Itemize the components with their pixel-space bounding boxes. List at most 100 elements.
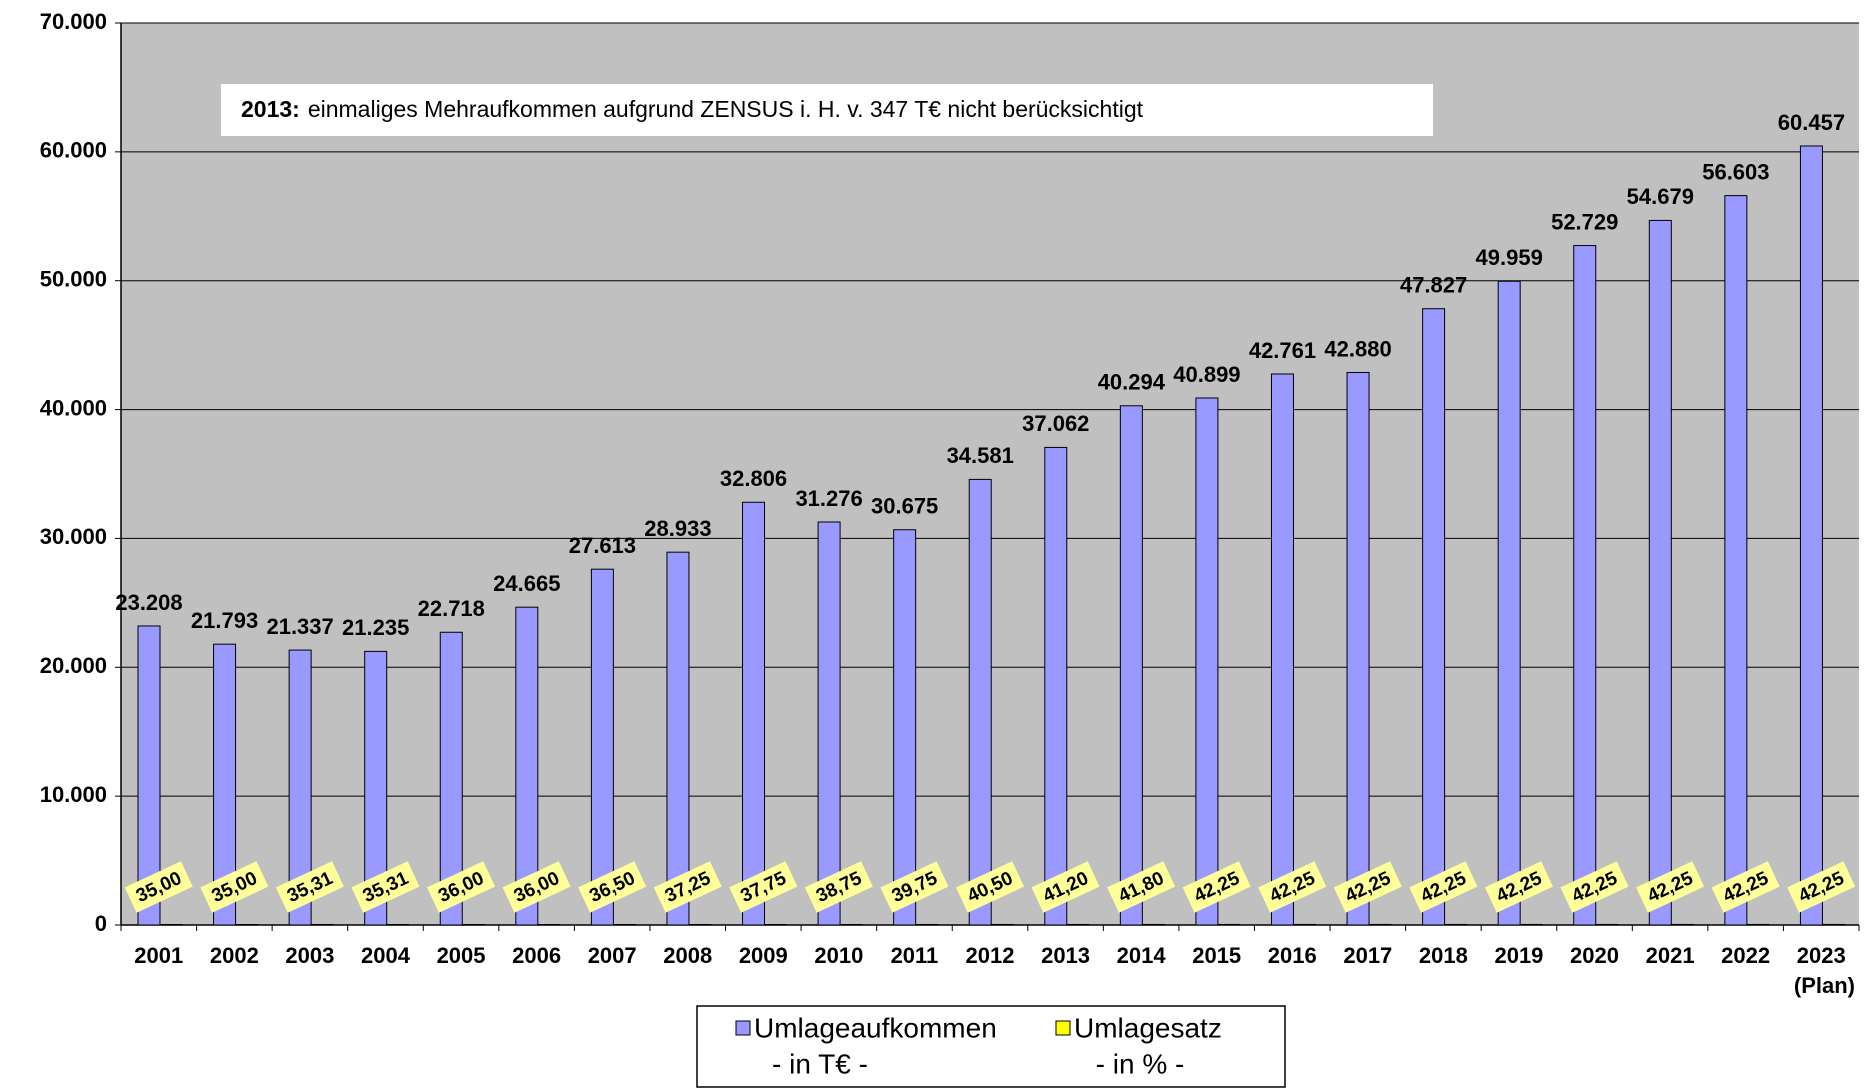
x-tick-label: 2023 (Plan) [1794, 943, 1855, 998]
value-label: 56.603 [1702, 159, 1769, 184]
annotation-bold: 2013: [241, 96, 300, 122]
rate-label-bg [1333, 861, 1402, 913]
x-tick-label: 2007 [588, 943, 637, 968]
legend-label: Umlagesatz [1074, 1012, 1222, 1043]
x-tick-label: 2018 [1419, 943, 1468, 968]
rate-label-bg [729, 861, 798, 913]
bar [893, 529, 917, 926]
bar [1368, 923, 1392, 926]
bar [1444, 923, 1468, 926]
rate-label-bg [124, 861, 193, 913]
bar [1724, 195, 1748, 926]
rate-label-bg [1636, 861, 1705, 913]
y-tick-label: 50.000 [40, 267, 107, 292]
legend-box [696, 1005, 1286, 1088]
x-tick-label: 2009 [739, 943, 788, 968]
rate-label-group: 42,25 [1409, 861, 1478, 913]
bar [1670, 923, 1694, 926]
x-tick-label: 2008 [663, 943, 712, 968]
value-label: 31.276 [795, 486, 862, 511]
x-tick-label: 2004 [361, 943, 411, 968]
bar [1799, 145, 1823, 926]
rate-label-bg [880, 861, 949, 913]
bar [1119, 405, 1143, 926]
bar [1648, 219, 1672, 926]
value-label: 27.613 [569, 533, 636, 558]
x-tick-label: 2014 [1117, 943, 1167, 968]
value-label: 28.933 [644, 516, 711, 541]
rate-label-bg [1484, 861, 1553, 913]
bar [990, 923, 1014, 926]
bar [839, 924, 863, 926]
bar [364, 650, 388, 926]
annotation-box [221, 84, 1433, 136]
x-tick-label: 2005 [437, 943, 486, 968]
legend-swatch [735, 1020, 751, 1036]
value-label: 23.208 [115, 590, 182, 615]
x-tick-label: 2002 [210, 943, 259, 968]
rate-label-bg [804, 861, 873, 913]
bar [1497, 280, 1521, 926]
bar [439, 631, 463, 926]
rate-label-bg [275, 861, 344, 913]
rate-label-bg [502, 861, 571, 913]
y-tick-label: 0 [95, 911, 107, 936]
x-tick-label: 2017 [1343, 943, 1392, 968]
bar [688, 924, 712, 926]
rate-label-bg [653, 861, 722, 913]
value-label: 42.761 [1249, 338, 1316, 363]
bar [742, 501, 766, 926]
rate-label-bg [351, 861, 420, 913]
x-tick-label: 2015 [1192, 943, 1241, 968]
rate-label-group: 37,25 [653, 861, 722, 913]
rate-label-bg [200, 861, 269, 913]
rate-label-bg [1258, 861, 1327, 913]
value-label: 21.235 [342, 615, 409, 640]
bar [1270, 373, 1294, 926]
rate-label-bg [578, 861, 647, 913]
value-label: 42.880 [1324, 336, 1391, 361]
rate-label-bg [1107, 861, 1176, 913]
bar [764, 924, 788, 926]
rate-label-group: 35,31 [351, 861, 420, 913]
bar [1746, 923, 1770, 926]
bar [1292, 923, 1316, 926]
annotation: 2013: einmaliges Mehraufkommen aufgrund Z… [241, 96, 1144, 122]
x-tick-label: 2012 [966, 943, 1015, 968]
x-tick-label: 2011 [891, 943, 939, 968]
bar [666, 551, 690, 926]
y-tick-label: 30.000 [40, 524, 107, 549]
value-label: 40.294 [1098, 370, 1166, 395]
value-label: 49.959 [1476, 245, 1543, 270]
x-tick-label: 2022 [1721, 943, 1770, 968]
rate-label-bg [955, 861, 1025, 913]
annotation-text: einmaliges Mehraufkommen aufgrund ZENSUS… [308, 96, 1144, 122]
bar [1422, 308, 1446, 926]
bar [137, 625, 161, 926]
bar [915, 923, 939, 926]
bar [1195, 397, 1219, 926]
bar [461, 924, 485, 926]
bar [310, 924, 334, 926]
value-label: 32.806 [720, 466, 787, 491]
value-label: 52.729 [1551, 209, 1618, 234]
x-tick-label: 2021 [1646, 943, 1695, 968]
legend-swatch [1055, 1020, 1071, 1036]
bar [1066, 923, 1090, 926]
y-tick-label: 10.000 [40, 782, 107, 807]
rate-label-group: 42,25 [1560, 861, 1629, 913]
legend-unit: - in % - [1096, 1048, 1185, 1079]
bar [386, 924, 410, 926]
bar [1595, 923, 1619, 926]
value-label: 21.337 [266, 614, 333, 639]
bar [1141, 923, 1165, 926]
bar [590, 568, 614, 926]
rate-label-group: 42,25 [1182, 861, 1251, 913]
rate-label-bg [427, 861, 496, 913]
value-label: 40.899 [1173, 362, 1240, 387]
bar [968, 478, 992, 926]
value-label: 37.062 [1022, 411, 1089, 436]
value-label: 22.718 [418, 596, 485, 621]
x-tick-label: 2013 [1041, 943, 1090, 968]
